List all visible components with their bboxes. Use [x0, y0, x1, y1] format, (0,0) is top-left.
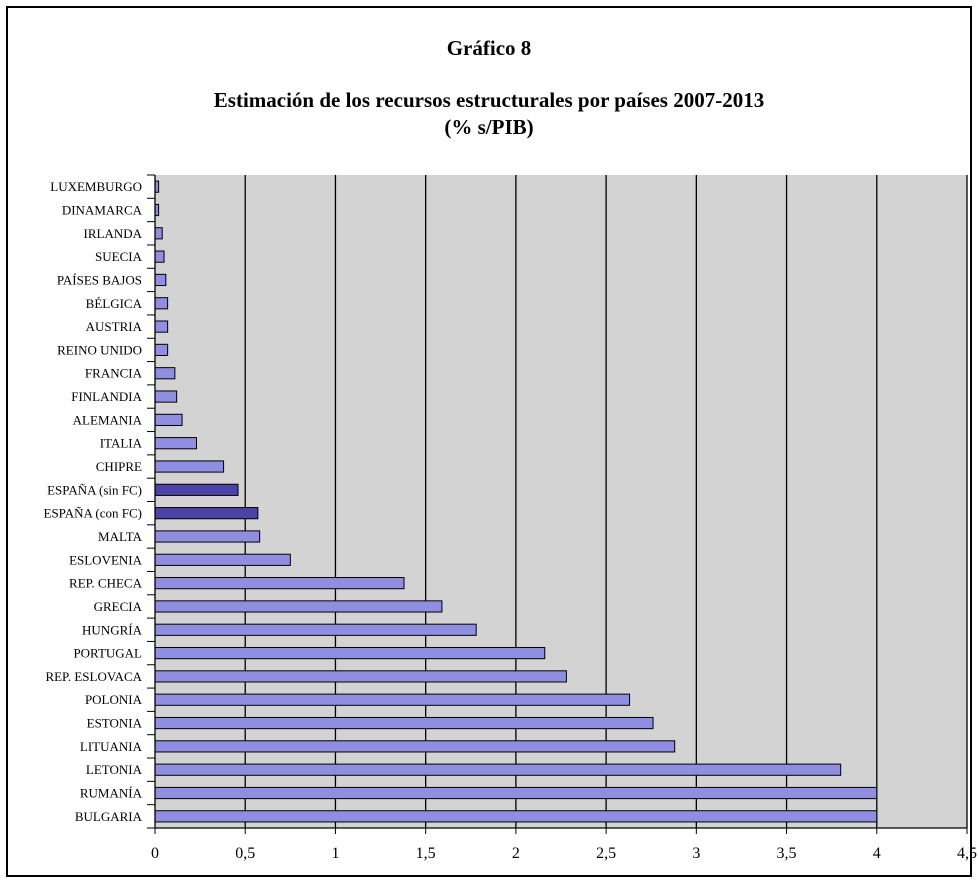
bar-reino-unido [154, 343, 169, 356]
category-label: HUNGRÍA [82, 622, 143, 637]
bar-rumanía [154, 786, 878, 800]
category-label: LETONIA [86, 762, 143, 777]
x-tick-label: 4,5 [957, 845, 977, 862]
bar-países-bajos [154, 273, 167, 287]
x-tick-label: 0 [151, 845, 159, 862]
bar-irlanda [154, 227, 163, 240]
bar-españa-sin-fc [154, 483, 239, 496]
category-label: ALEMANIA [73, 412, 143, 427]
bar-hungría [154, 623, 477, 636]
x-tick-label: 3 [692, 845, 700, 862]
bar-finlandia [154, 390, 178, 403]
category-label: DINAMARCA [62, 202, 143, 217]
category-label: PAÍSES BAJOS [57, 272, 142, 287]
bar-alemania [154, 413, 183, 426]
category-label: REP. CHECA [69, 576, 143, 591]
bar-grecia [154, 600, 443, 613]
bar-chipre [154, 460, 225, 473]
bar-españa-con-fc [154, 507, 259, 520]
category-label: REINO UNIDO [57, 342, 142, 357]
category-label: ESLOVENIA [69, 552, 143, 567]
category-label: PORTUGAL [73, 646, 142, 661]
bar-rep-checa [154, 577, 405, 590]
category-label: RUMANÍA [80, 786, 143, 801]
bar-malta [154, 530, 261, 543]
category-label: BÉLGICA [86, 296, 143, 311]
bar-rep-eslovaca [154, 670, 567, 683]
category-label: LUXEMBURGO [50, 179, 142, 194]
chart-subtitle-line2: (% s/PIB) [444, 115, 533, 139]
category-label: ESPAÑA (con FC) [44, 506, 142, 521]
bar-italia [154, 437, 197, 450]
chart-subtitle-line1: Estimación de los recursos estructurales… [214, 88, 764, 112]
x-tick-label: 3,5 [777, 845, 797, 862]
bar-lituania [154, 740, 676, 753]
category-label: FINLANDIA [71, 389, 142, 404]
x-tick-label: 1,5 [416, 845, 436, 862]
bar-portugal [154, 646, 546, 660]
x-tick-label: 2 [512, 845, 520, 862]
category-label: ITALIA [100, 436, 143, 451]
category-label: REP. ESLOVACA [45, 669, 142, 684]
category-label: LITUANIA [80, 739, 143, 754]
category-label: FRANCIA [85, 366, 143, 381]
category-label: BULGARIA [75, 809, 143, 824]
bar-polonia [154, 693, 631, 706]
category-label: GRECIA [94, 599, 143, 614]
x-tick-label: 1 [331, 845, 339, 862]
bar-bélgica [154, 297, 169, 310]
bar-bulgaria [154, 810, 878, 823]
bar-estonia [154, 716, 654, 730]
chart-title: Gráfico 8 [447, 36, 532, 60]
bar-eslovenia [154, 553, 291, 566]
plot-background [155, 175, 967, 828]
plot-area: LUXEMBURGO DINAMARCA IRLANDA SUECIA PAÍSES B… [44, 174, 977, 862]
category-label: ESTONIA [87, 716, 143, 731]
category-label: IRLANDA [84, 226, 143, 241]
category-label: SUECIA [95, 249, 143, 264]
category-label: ESPAÑA (sin FC) [47, 482, 142, 497]
category-label: POLONIA [85, 692, 143, 707]
bar-letonia [154, 763, 842, 776]
category-label: CHIPRE [96, 459, 142, 474]
bar-austria [154, 320, 169, 333]
category-label: AUSTRIA [86, 319, 143, 334]
bar-suecia [154, 250, 165, 263]
x-tick-label: 2,5 [596, 845, 616, 862]
x-tick-label: 0,5 [235, 845, 255, 862]
bar-francia [154, 367, 176, 380]
category-label: MALTA [98, 529, 143, 544]
x-tick-label: 4 [873, 845, 881, 862]
